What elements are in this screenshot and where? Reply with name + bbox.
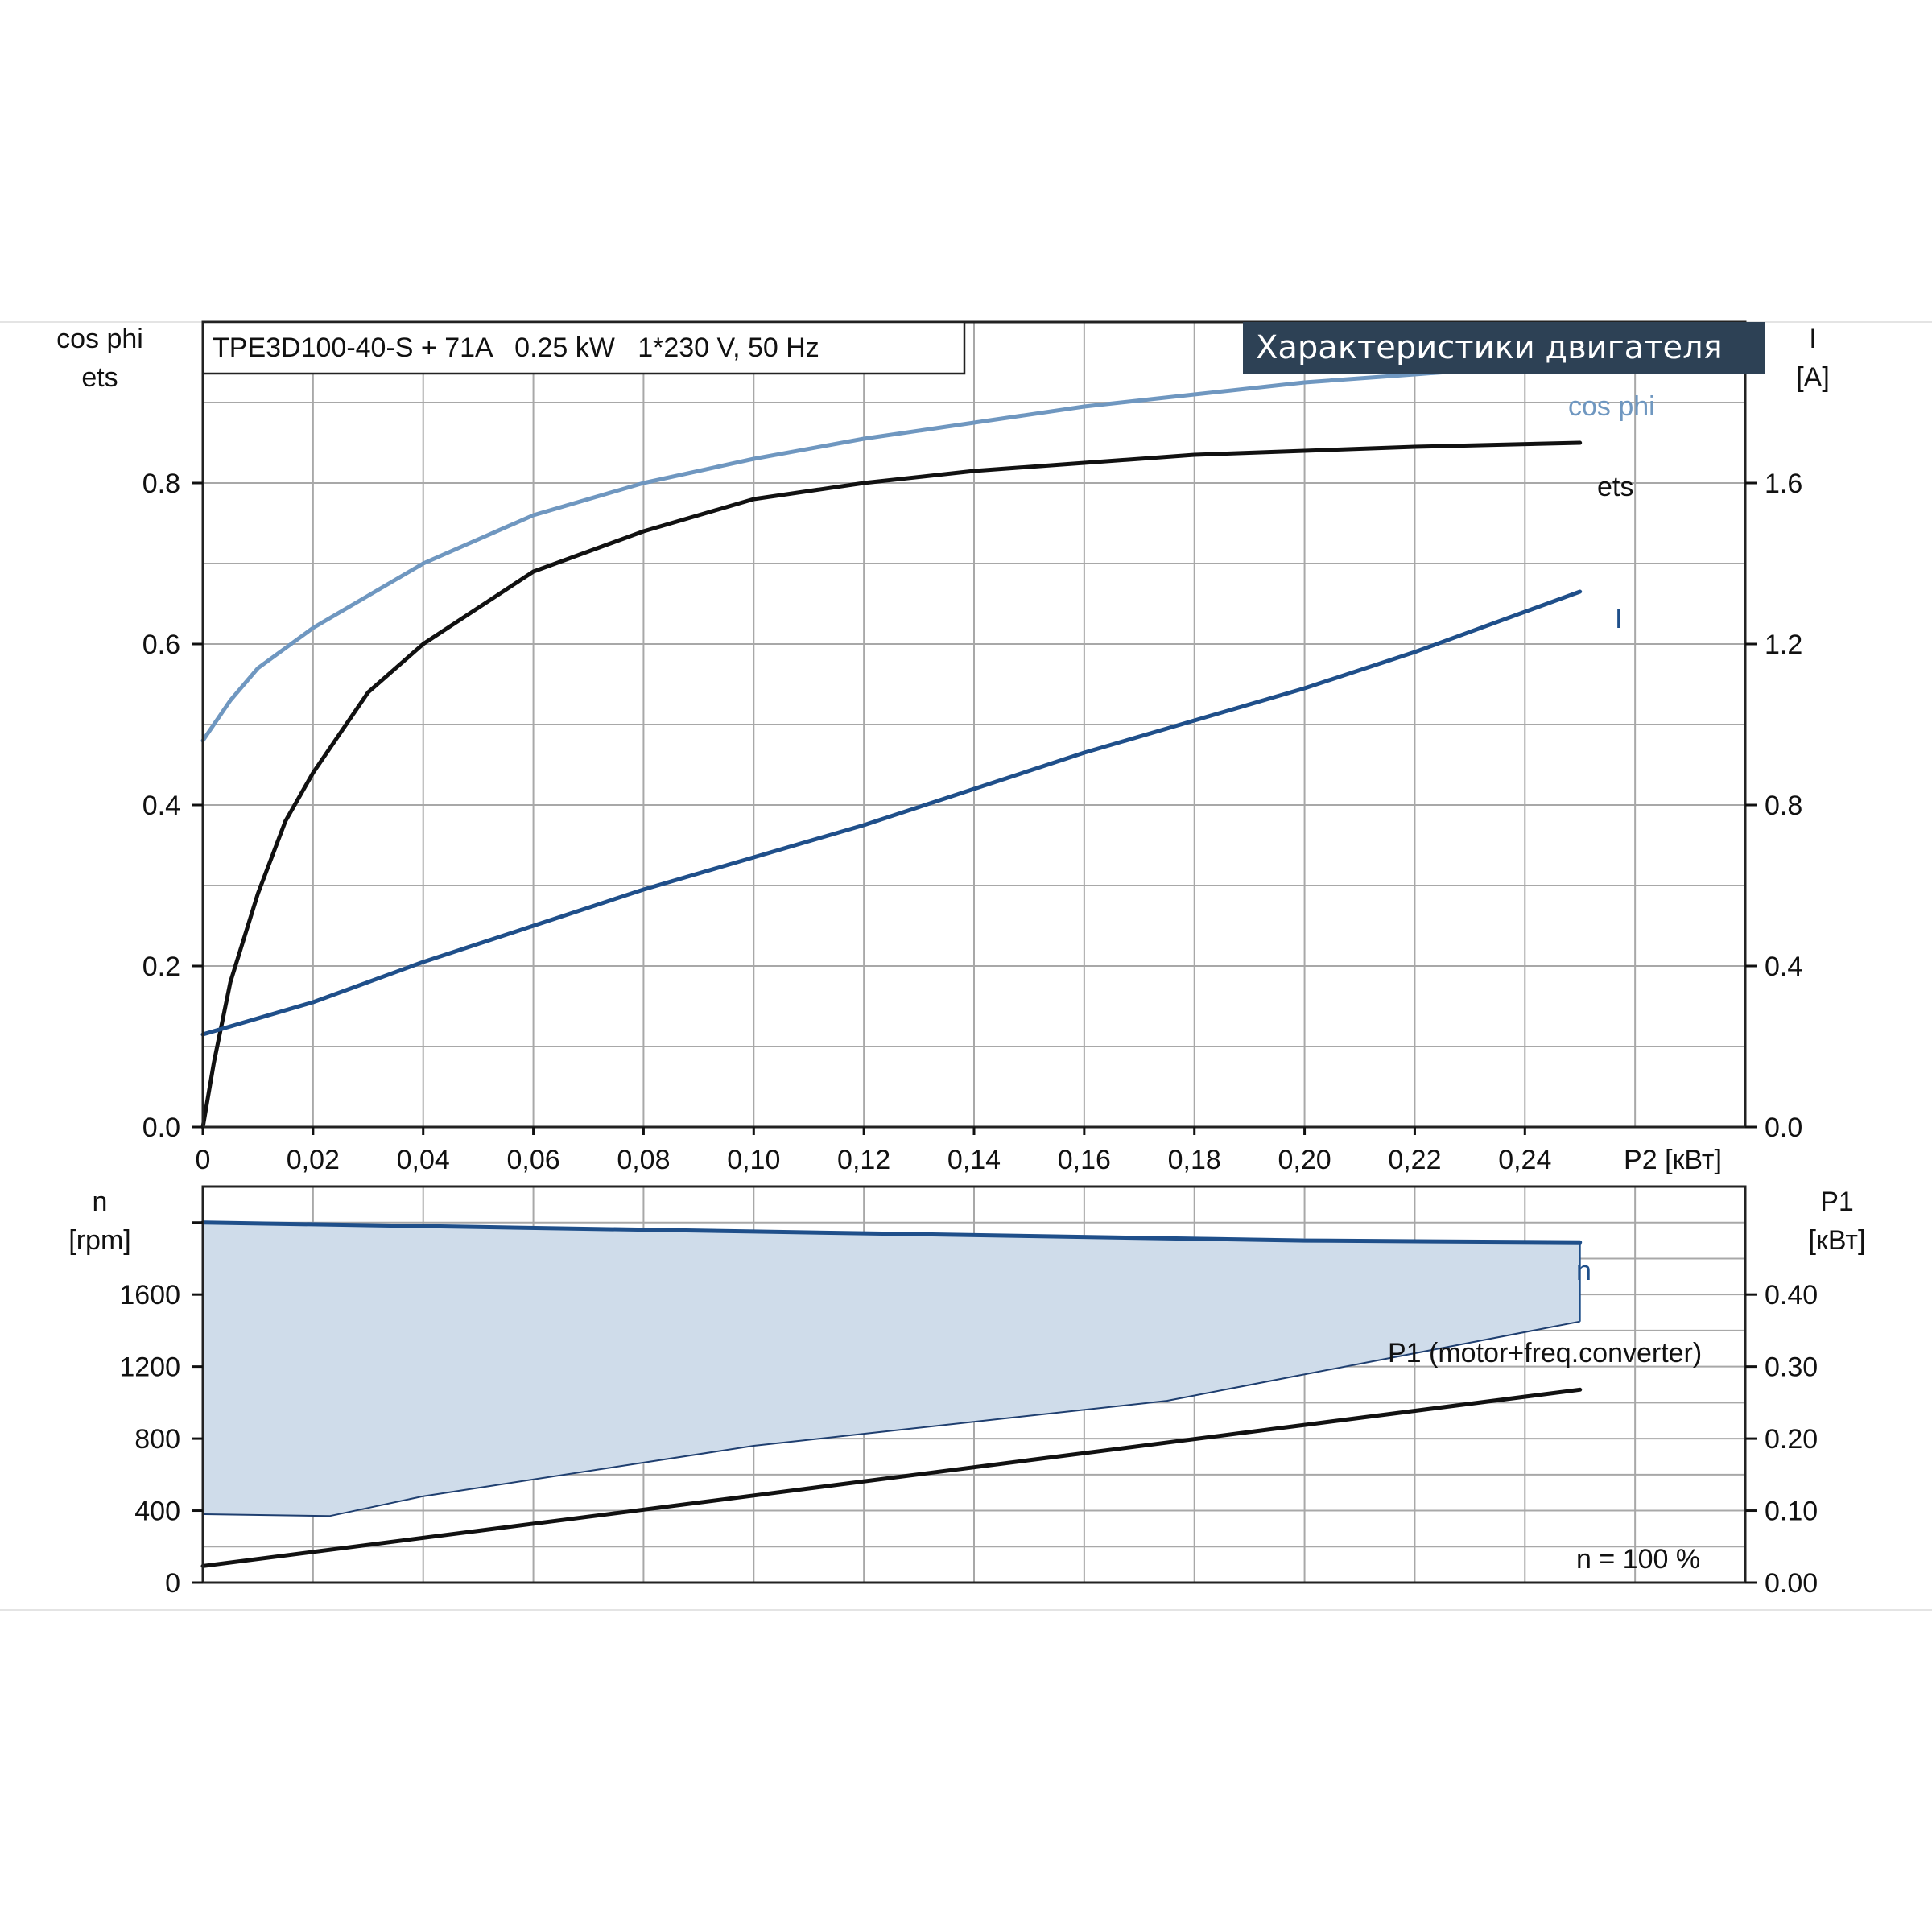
series-label-i: I bbox=[1615, 604, 1622, 634]
series-label-p1: P1 (motor+freq.converter) bbox=[1388, 1338, 1702, 1368]
left-tick-label: 400 bbox=[134, 1496, 180, 1527]
bottom-panel: 0 400 800 1200 1600 0.00 0.10 0.20 0.30 0.40 n [r… bbox=[68, 1185, 1866, 1599]
header-box bbox=[201, 320, 966, 375]
bottom-right-axis-label-p1: P1 bbox=[1820, 1187, 1854, 1217]
left-tick-label: 0 bbox=[165, 1568, 180, 1599]
series-line-i bbox=[200, 589, 1583, 1037]
right-axis-label-i: I bbox=[1809, 324, 1816, 354]
right-tick-label: 0.00 bbox=[1765, 1568, 1818, 1599]
title-badge bbox=[1243, 322, 1765, 374]
right-tick-label: 0.40 bbox=[1765, 1280, 1818, 1311]
bottom-band bbox=[202, 1222, 1581, 1517]
series-line-ets bbox=[200, 440, 1583, 1129]
series-line-n bbox=[200, 1220, 1583, 1245]
series-line-cos-phi bbox=[200, 360, 1583, 743]
x-tick-label: 0,08 bbox=[617, 1145, 670, 1175]
left-axis-label-ets: ets bbox=[81, 362, 118, 393]
series-label-ets: ets bbox=[1597, 472, 1633, 502]
right-tick-label: 0.30 bbox=[1765, 1352, 1818, 1383]
title-badge-text: Характеристики двигателя bbox=[1256, 329, 1723, 366]
series-line-p1 bbox=[200, 1387, 1583, 1568]
x-tick-label: 0,14 bbox=[947, 1145, 1001, 1175]
band-lower-edge bbox=[202, 1320, 1580, 1517]
bottom-left-axis-label-n: n bbox=[93, 1187, 108, 1217]
x-axis-label: P2 [кВт] bbox=[1624, 1145, 1722, 1175]
right-tick-label: 0.0 bbox=[1765, 1113, 1802, 1143]
right-tick-label: 0.8 bbox=[1765, 791, 1802, 821]
right-axis-label-unit: [A] bbox=[1796, 362, 1830, 393]
x-tick-label: 0,12 bbox=[837, 1145, 890, 1175]
left-tick-label: 0.8 bbox=[142, 469, 180, 499]
x-tick-label: 0,22 bbox=[1388, 1145, 1441, 1175]
right-tick-label: 0.4 bbox=[1765, 952, 1802, 982]
x-tick-label: 0,24 bbox=[1498, 1145, 1551, 1175]
x-tick-label: 0,18 bbox=[1168, 1145, 1221, 1175]
series-label-n: n bbox=[1576, 1256, 1591, 1286]
left-tick-label: 0.4 bbox=[142, 791, 180, 821]
operating-range-band bbox=[203, 1222, 1580, 1517]
top-ticks: 0 0,02 0,04 0,06 0,08 0,10 0,12 0,14 0,16 0,18 0,2… bbox=[142, 469, 1803, 1175]
left-tick-label: 1600 bbox=[119, 1280, 180, 1311]
x-tick-label: 0,06 bbox=[506, 1145, 559, 1175]
x-tick-label: 0 bbox=[196, 1145, 211, 1175]
series-label-cosphi: cos phi bbox=[1568, 391, 1655, 422]
annotation-n-100: n = 100 % bbox=[1576, 1544, 1700, 1575]
bottom-plot-frame bbox=[201, 1185, 1747, 1584]
right-tick-label: 1.6 bbox=[1765, 469, 1802, 499]
x-tick-label: 0,20 bbox=[1278, 1145, 1331, 1175]
left-axis-label-cosphi: cos phi bbox=[56, 324, 143, 354]
x-tick-label: 0,04 bbox=[397, 1145, 450, 1175]
bottom-left-axis-label-unit: [rpm] bbox=[68, 1225, 130, 1256]
top-series bbox=[200, 360, 1583, 1129]
header-text: TPE3D100-40-S + 71A 0.25 kW 1*230 V, 50 … bbox=[213, 332, 819, 363]
bottom-ticks: 0 400 800 1200 1600 0.00 0.10 0.20 0.30 0.40 bbox=[119, 1221, 1818, 1599]
left-tick-label: 0.0 bbox=[142, 1113, 180, 1143]
top-panel: 0 0,02 0,04 0,06 0,08 0,10 0,12 0,14 0,16 0,18 0,2… bbox=[56, 320, 1830, 1175]
x-tick-label: 0,02 bbox=[287, 1145, 340, 1175]
right-tick-label: 0.20 bbox=[1765, 1424, 1818, 1455]
x-tick-label: 0,10 bbox=[727, 1145, 780, 1175]
bottom-right-axis-label-unit: [кВт] bbox=[1809, 1225, 1866, 1256]
left-tick-label: 0.2 bbox=[142, 952, 180, 982]
right-tick-label: 0.10 bbox=[1765, 1496, 1818, 1527]
left-tick-label: 0.6 bbox=[142, 630, 180, 660]
right-tick-label: 1.2 bbox=[1765, 630, 1802, 660]
left-tick-label: 1200 bbox=[119, 1352, 180, 1383]
left-tick-label: 800 bbox=[134, 1424, 180, 1455]
x-tick-label: 0,16 bbox=[1058, 1145, 1111, 1175]
bottom-series bbox=[200, 1220, 1583, 1568]
